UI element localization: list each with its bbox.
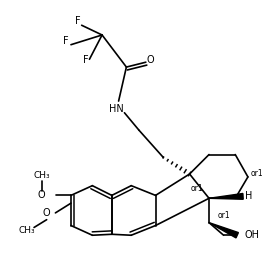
- Text: or1: or1: [191, 184, 203, 193]
- Text: H: H: [245, 191, 253, 201]
- Text: F: F: [63, 36, 69, 46]
- Text: F: F: [75, 16, 81, 26]
- Text: O: O: [43, 208, 50, 218]
- Text: or1: or1: [251, 170, 263, 178]
- Text: O: O: [147, 55, 154, 65]
- Polygon shape: [209, 193, 243, 199]
- Polygon shape: [209, 223, 238, 238]
- Text: O: O: [38, 190, 46, 200]
- Text: OH: OH: [245, 230, 260, 240]
- Text: CH₃: CH₃: [19, 226, 36, 235]
- Text: CH₃: CH₃: [34, 172, 50, 180]
- Text: or1: or1: [217, 211, 230, 220]
- Text: HN: HN: [109, 104, 124, 114]
- Text: F: F: [83, 55, 88, 65]
